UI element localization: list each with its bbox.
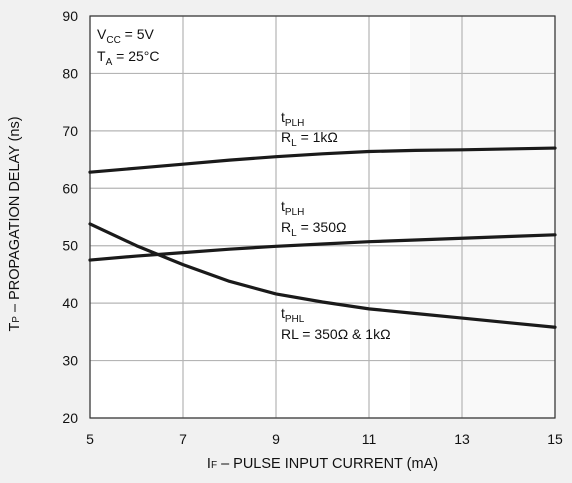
series-label-1-line2: RL = 350Ω [281,219,346,239]
condition-ta-suffix: = 25°C [112,48,159,64]
series-label-1-line2-suffix: = 350Ω [297,219,347,235]
series-label-0-line1-subscript: PLH [285,118,304,129]
condition-vcc-subscript: CC [106,35,120,46]
series-label-1-line2-prefix: R [281,219,291,235]
condition-vcc-prefix: V [97,26,107,42]
condition-ta-prefix: T [97,48,106,64]
series-lines [88,146,557,329]
series-label-0-line1: tPLH [281,109,304,129]
series-label-2-line2-suffix: = 350Ω & 1kΩ [298,326,390,342]
x-tick-label-3: 11 [362,431,377,447]
x-axis-label-subscript: F [210,460,218,471]
plot-border [89,15,556,419]
series-label-0-line2-suffix: = 1kΩ [297,129,338,145]
series-label-1-line1-subscript: PLH [285,207,304,218]
y-tick-label-5: 70 [62,123,78,139]
series-label-1-line1-prefix: t [281,198,285,214]
condition-ta: TA = 25°C [97,48,159,68]
x-tick-label-4: 13 [454,431,470,447]
tick-labels: 5 7 9 11 13 15 20 30 40 50 60 70 80 90 [62,8,563,447]
x-axis-label-suffix: – PULSE INPUT CURRENT (mA) [217,456,439,472]
series-label-0-line2-subscript: L [291,138,297,149]
series-label-2-line1-prefix: t [281,305,285,321]
x-axis-label: IF – PULSE INPUT CURRENT (mA) [90,456,555,472]
y-tick-label-2: 40 [62,295,78,311]
y-tick-label-4: 60 [62,180,78,196]
series-label-1-line1: tPLH [281,198,304,218]
y-axis-label: TP – PROPAGATION DELAY (ns) [7,74,23,374]
series-line-0 [88,146,557,174]
plot-area [90,16,555,418]
condition-vcc-suffix: = 5V [121,26,155,42]
x-tick-label-0: 5 [86,431,94,447]
series-label-2-line2: RL = 350Ω & 1kΩ [281,326,391,342]
x-tick-label-5: 15 [547,431,563,447]
plot-shading [410,16,555,418]
y-axis-label-wrap: TP – PROPAGATION DELAY (ns) [5,0,25,483]
y-tick-label-3: 50 [62,238,78,254]
series-label-0-line2: RL = 1kΩ [281,129,338,149]
y-axis-label-subscript: P [11,316,22,323]
series-label-0-line1-prefix: t [281,109,285,125]
series-label-2-line1: tPHL [281,305,305,325]
y-tick-label-6: 80 [62,65,78,81]
x-tick-label-2: 9 [272,431,280,447]
series-label-1-line2-subscript: L [291,228,297,239]
axes [89,15,556,419]
series-label-2-line2-prefix: RL [281,326,299,342]
y-tick-label-1: 30 [62,353,78,369]
condition-vcc: VCC = 5V [97,26,155,46]
y-axis-label-suffix: – PROPAGATION DELAY (ns) [7,116,23,317]
series-line-1 [88,233,557,262]
series-line-2 [88,222,557,329]
y-tick-label-7: 90 [62,8,78,24]
y-tick-label-0: 20 [62,410,78,426]
series-label-0-line2-prefix: R [281,129,291,145]
series-label-2-line1-subscript: PHL [285,314,305,325]
x-tick-label-1: 7 [179,431,187,447]
condition-ta-subscript: A [106,57,113,68]
y-axis-label-prefix: T [7,322,23,332]
x-axis-label-prefix: I [206,456,211,472]
